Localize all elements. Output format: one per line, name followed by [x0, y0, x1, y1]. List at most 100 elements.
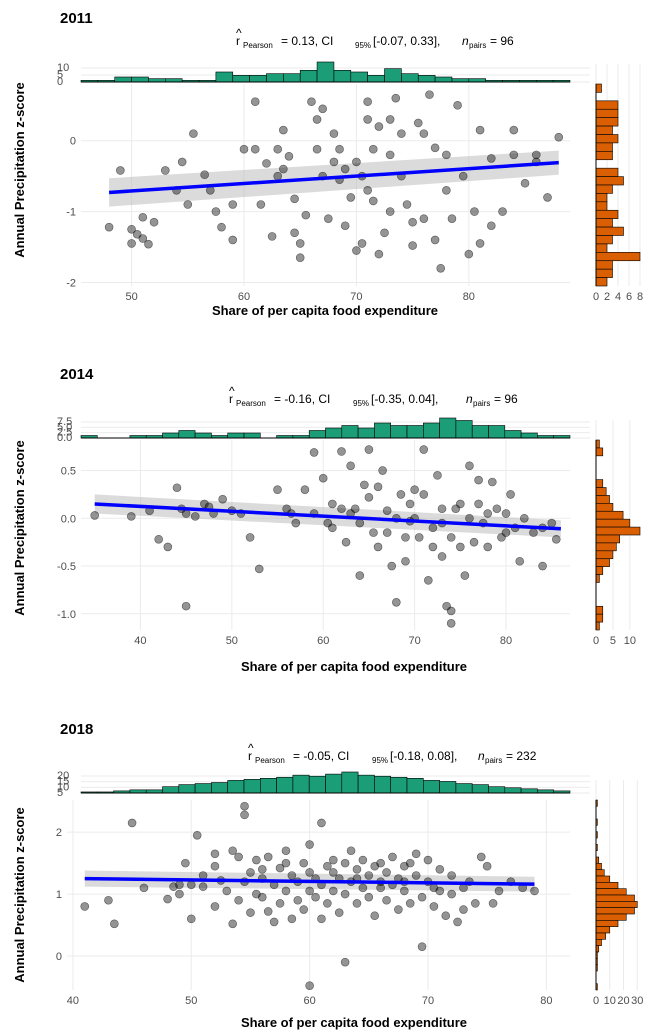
data-point — [382, 528, 392, 537]
data-point — [138, 212, 148, 222]
x-tick-label: 70 — [350, 291, 362, 303]
top-hist-bar — [401, 73, 419, 83]
right-hist-bar — [595, 125, 613, 135]
top-hist-bar — [211, 782, 228, 794]
top-hist-bar — [283, 73, 301, 83]
top-hist-bar — [341, 771, 359, 794]
data-point — [437, 504, 447, 514]
y-axis-label: Annual Precipitation z-score — [12, 440, 27, 616]
right-hist-bar — [595, 613, 604, 623]
top-marginal-histogram: 7.55.02.50.0 — [57, 416, 590, 444]
data-point — [376, 883, 385, 893]
data-point — [429, 902, 439, 911]
data-point — [323, 899, 332, 908]
right-hist-bar — [595, 439, 600, 449]
right-hist-bar — [595, 518, 631, 528]
top-hist-bar — [178, 784, 196, 794]
data-point — [240, 801, 249, 811]
data-point — [273, 144, 283, 154]
right-hist-tick: 20 — [617, 995, 629, 1007]
data-point — [334, 908, 344, 917]
top-hist-bar — [194, 432, 212, 439]
data-point — [328, 523, 337, 533]
data-point — [364, 892, 374, 902]
data-point — [138, 234, 148, 243]
top-hist-bar — [308, 430, 326, 439]
top-hist-bar — [276, 776, 294, 794]
data-point — [324, 214, 333, 223]
data-point — [475, 239, 485, 248]
data-point — [374, 249, 384, 259]
right-hist-tick: 5 — [610, 635, 616, 647]
data-point — [387, 561, 397, 571]
data-point — [453, 100, 462, 110]
data-point — [305, 868, 314, 877]
top-hist-tick: 10 — [57, 781, 69, 793]
data-point — [228, 235, 238, 245]
data-point — [374, 122, 384, 131]
right-hist-bar — [595, 503, 614, 512]
data-point — [210, 902, 220, 911]
data-point — [392, 598, 401, 607]
data-point — [474, 475, 483, 485]
data-point — [408, 241, 417, 250]
top-hist-bar — [471, 784, 489, 794]
top-hist-bar — [422, 780, 440, 794]
data-point — [222, 886, 232, 896]
data-point — [311, 892, 320, 902]
data-point — [335, 144, 344, 154]
data-point — [295, 253, 305, 262]
data-point — [127, 239, 136, 248]
top-hist-bar — [422, 422, 440, 439]
top-hist-bar — [131, 76, 149, 83]
data-point — [459, 883, 468, 893]
data-point — [520, 178, 530, 188]
right-hist-bar — [595, 882, 619, 889]
data-point — [307, 97, 316, 107]
svg-text:95%: 95% — [372, 756, 388, 765]
data-point — [475, 125, 485, 135]
data-point — [329, 157, 339, 167]
x-tick-label: 70 — [422, 995, 434, 1007]
data-point — [385, 115, 395, 124]
data-point — [337, 504, 346, 514]
data-point — [350, 504, 360, 514]
top-hist-bar — [357, 774, 375, 794]
data-point — [250, 97, 260, 107]
right-hist-bar — [595, 226, 624, 236]
svg-text:n: n — [466, 392, 473, 406]
right-hist-bar — [595, 479, 604, 488]
right-hist-bar — [595, 542, 617, 552]
r-value: = -0.16, CI — [274, 392, 330, 406]
data-point — [373, 482, 383, 492]
data-point — [363, 97, 372, 107]
data-point — [300, 485, 310, 494]
data-point — [530, 886, 539, 896]
right-marginal-histogram: 0 10 20 30 — [593, 780, 643, 1007]
top-hist-tick: 5 — [57, 69, 63, 81]
data-point — [346, 193, 356, 202]
data-point — [446, 533, 456, 542]
data-point — [355, 571, 365, 580]
data-point — [515, 556, 525, 566]
data-point — [442, 150, 451, 160]
data-point — [430, 143, 440, 153]
data-point — [501, 528, 511, 537]
panel-2014: 2014 r ^ Pearson = -0.16, CI 95% [-0.35,… — [12, 366, 641, 674]
svg-text:pairs: pairs — [473, 399, 490, 408]
right-hist-bar — [595, 142, 613, 152]
data-point — [401, 556, 410, 566]
data-point — [290, 194, 299, 204]
data-point — [364, 871, 374, 880]
data-point — [90, 511, 100, 520]
x-axis-label: Share of per capita food expenditure — [241, 659, 467, 674]
right-hist-bar — [595, 621, 600, 631]
data-point — [275, 899, 285, 908]
data-point — [305, 886, 314, 896]
data-point — [127, 818, 137, 828]
data-point — [435, 865, 445, 874]
data-point — [228, 919, 237, 929]
